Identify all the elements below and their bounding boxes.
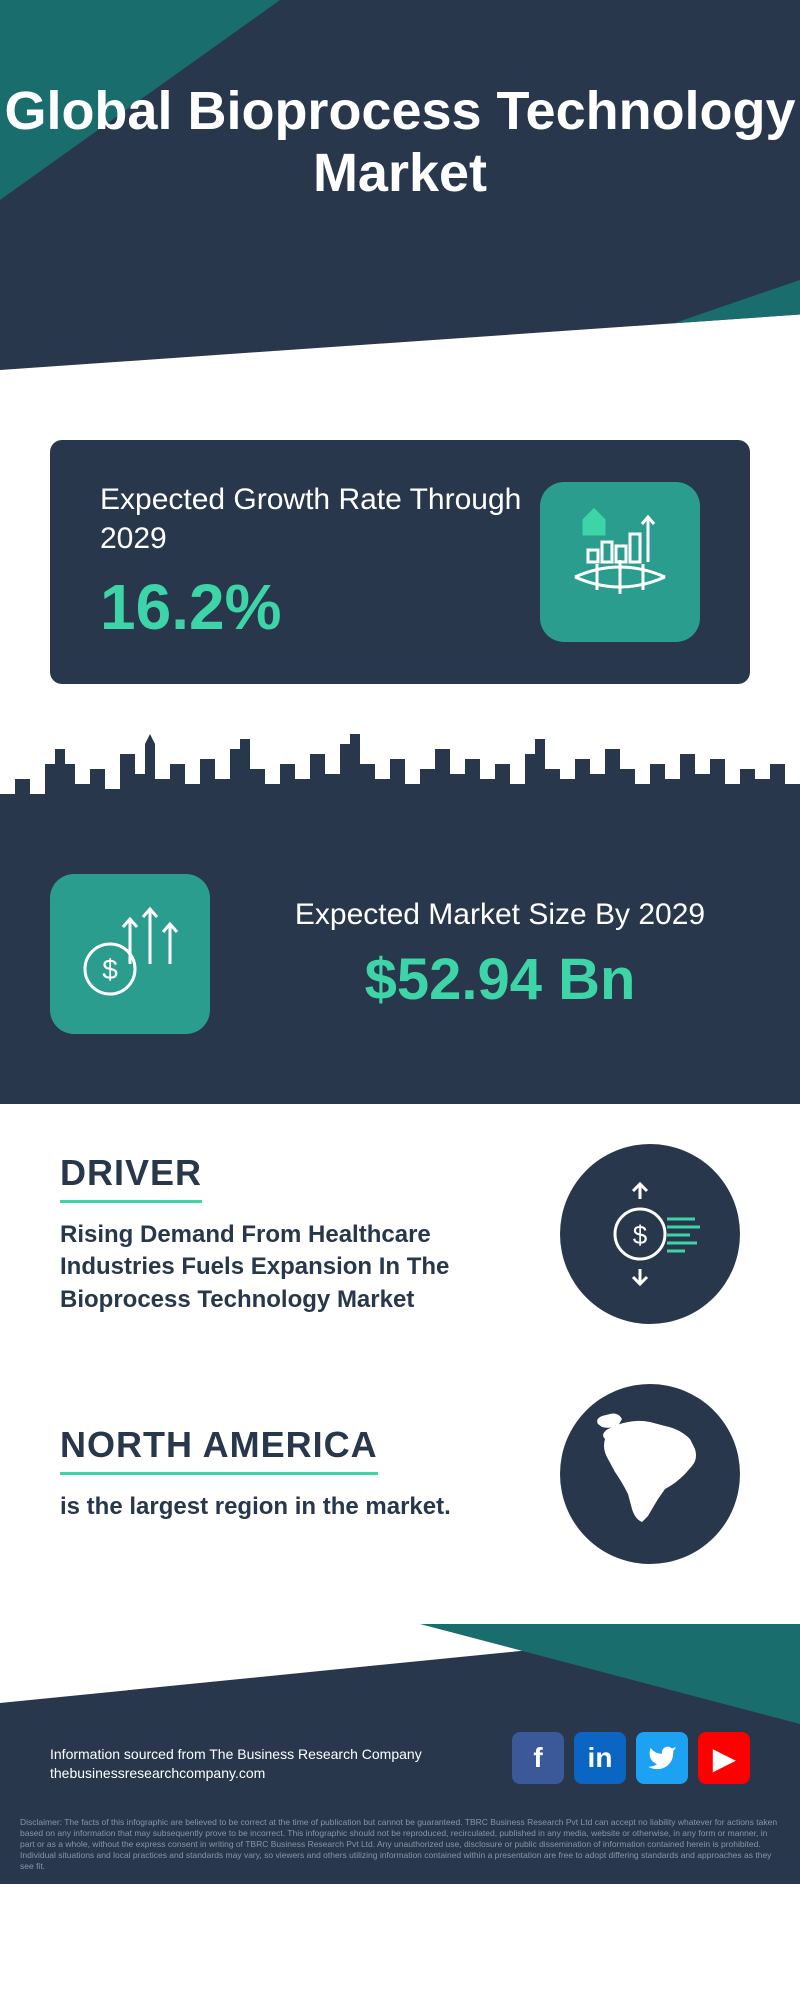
driver-section: DRIVER Rising Demand From Healthcare Ind… (0, 1104, 800, 1344)
city-skyline-divider (0, 724, 800, 824)
footer-content: Information sourced from The Business Re… (50, 1732, 750, 1784)
north-america-map-icon (560, 1384, 740, 1564)
footer: Information sourced from The Business Re… (0, 1624, 800, 1884)
disclaimer-text: Disclaimer: The facts of this infographi… (20, 1817, 780, 1872)
growth-chart-globe-icon (540, 482, 700, 642)
youtube-icon[interactable]: ▶ (698, 1732, 750, 1784)
driver-heading: DRIVER (60, 1152, 202, 1203)
svg-text:$: $ (633, 1220, 648, 1250)
social-icons: f in ▶ (512, 1732, 750, 1784)
driver-text: DRIVER Rising Demand From Healthcare Ind… (60, 1152, 530, 1316)
header-section: Global Bioprocess Technology Market (0, 0, 800, 410)
growth-rate-label: Expected Growth Rate Through 2029 (100, 480, 540, 558)
market-size-card: $ Expected Market Size By 2029 $52.94 Bn (0, 824, 800, 1104)
market-size-value: $52.94 Bn (250, 946, 750, 1013)
market-size-label: Expected Market Size By 2029 (250, 895, 750, 934)
driver-body: Rising Demand From Healthcare Industries… (60, 1219, 530, 1316)
growth-rate-card: Expected Growth Rate Through 2029 16.2% (50, 440, 750, 684)
market-size-text: Expected Market Size By 2029 $52.94 Bn (250, 895, 750, 1013)
growth-rate-value: 16.2% (100, 570, 540, 644)
footer-source: Information sourced from The Business Re… (50, 1745, 422, 1784)
region-heading: NORTH AMERICA (60, 1424, 378, 1475)
source-line-1: Information sourced from The Business Re… (50, 1745, 422, 1765)
source-line-2: thebusinessresearchcompany.com (50, 1764, 422, 1784)
linkedin-icon[interactable]: in (574, 1732, 626, 1784)
growth-rate-text: Expected Growth Rate Through 2029 16.2% (100, 480, 540, 644)
twitter-icon[interactable] (636, 1732, 688, 1784)
region-body: is the largest region in the market. (60, 1491, 530, 1523)
region-text: NORTH AMERICA is the largest region in t… (60, 1424, 530, 1523)
svg-text:$: $ (102, 954, 118, 985)
dollar-exchange-icon: $ (560, 1144, 740, 1324)
page-title: Global Bioprocess Technology Market (0, 80, 800, 204)
infographic-container: Global Bioprocess Technology Market Expe… (0, 0, 800, 1884)
dollar-growth-icon: $ (50, 874, 210, 1034)
region-section: NORTH AMERICA is the largest region in t… (0, 1344, 800, 1584)
facebook-icon[interactable]: f (512, 1732, 564, 1784)
